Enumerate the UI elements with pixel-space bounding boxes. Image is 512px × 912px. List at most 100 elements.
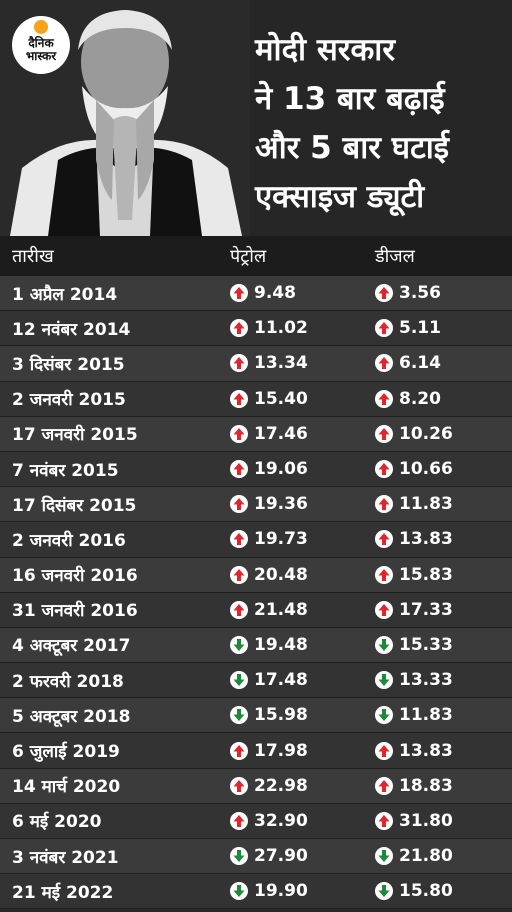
arrow-up-icon	[230, 600, 248, 619]
date-cell-value: 2 जनवरी 2015	[12, 390, 126, 411]
date-cell: 3 दिसंबर 2015	[0, 352, 230, 375]
table-row: 3 दिसंबर 2015 13.34 6.14	[0, 346, 512, 382]
table-row: 3 नवंबर 2021 27.90 21.80	[0, 839, 512, 875]
diesel-cell-value: 10.66	[399, 459, 453, 480]
sun-icon	[34, 20, 48, 34]
excise-duty-table: तारीख पेट्रोल डीजल 1 अप्रैल 2014 9.48 3.56…	[0, 236, 512, 910]
arrow-up-icon	[375, 460, 393, 479]
table-row: 2 फरवरी 2018 17.48 13.33	[0, 663, 512, 699]
diesel-cell: 13.83	[375, 529, 512, 549]
diesel-cell: 8.20	[375, 389, 512, 409]
petrol-cell-value: 9.48	[254, 283, 296, 304]
arrow-down-icon	[230, 847, 248, 866]
date-cell-value: 2 फरवरी 2018	[12, 671, 124, 692]
diesel-cell-value: 13.83	[399, 529, 453, 550]
petrol-cell: 19.06	[230, 459, 375, 479]
diesel-cell: 18.83	[375, 776, 512, 796]
arrow-up-icon	[375, 389, 393, 408]
petrol-cell: 27.90	[230, 846, 375, 866]
date-cell-value: 6 मई 2020	[12, 812, 102, 833]
petrol-cell-value: 27.90	[254, 846, 308, 867]
arrow-down-icon	[375, 635, 393, 654]
arrow-down-icon	[230, 671, 248, 690]
petrol-cell-value: 17.98	[254, 740, 308, 761]
diesel-cell: 21.80	[375, 846, 512, 866]
header-date: तारीख	[12, 246, 54, 267]
diesel-cell-value: 13.33	[399, 670, 453, 691]
petrol-cell-value: 13.34	[254, 353, 308, 374]
petrol-cell: 32.90	[230, 811, 375, 831]
headline-line: एक्साइज ड्यूटी	[255, 179, 425, 215]
date-cell: 21 मई 2022	[0, 880, 230, 903]
arrow-up-icon	[375, 776, 393, 795]
petrol-cell-value: 17.46	[254, 423, 308, 444]
petrol-cell-value: 19.73	[254, 529, 308, 550]
petrol-cell: 19.36	[230, 494, 375, 514]
petrol-cell-value: 17.48	[254, 670, 308, 691]
date-cell: 16 जनवरी 2016	[0, 563, 230, 586]
date-cell: 3 नवंबर 2021	[0, 845, 230, 868]
date-cell: 31 जनवरी 2016	[0, 598, 230, 621]
petrol-cell: 19.90	[230, 881, 375, 901]
date-cell: 4 अक्टूबर 2017	[0, 633, 230, 656]
arrow-down-icon	[375, 671, 393, 690]
table-row: 14 मार्च 2020 22.98 18.83	[0, 768, 512, 804]
date-cell: 6 मई 2020	[0, 809, 230, 832]
arrow-up-icon	[375, 284, 393, 303]
diesel-cell-value: 15.83	[399, 564, 453, 585]
arrow-down-icon	[375, 706, 393, 725]
petrol-cell: 17.48	[230, 670, 375, 690]
table-row: 4 अक्टूबर 2017 19.48 15.33	[0, 627, 512, 664]
diesel-cell: 3.56	[375, 283, 512, 303]
arrow-up-icon	[230, 460, 248, 479]
date-cell-value: 7 नवंबर 2015	[12, 460, 119, 481]
arrow-up-icon	[230, 811, 248, 830]
arrow-down-icon	[230, 635, 248, 654]
diesel-cell: 10.26	[375, 424, 512, 444]
arrow-up-icon	[375, 565, 393, 584]
petrol-cell-value: 32.90	[254, 810, 308, 831]
table-row: 7 नवंबर 2015 19.06 10.66	[0, 451, 512, 488]
dainik-bhaskar-logo: दैनिक भास्कर	[12, 16, 70, 74]
diesel-cell: 11.83	[375, 705, 512, 725]
petrol-cell-value: 11.02	[254, 318, 308, 339]
petrol-cell: 21.48	[230, 600, 375, 620]
arrow-up-icon	[375, 600, 393, 619]
date-cell-value: 12 नवंबर 2014	[12, 319, 131, 340]
date-cell-value: 6 जुलाई 2019	[12, 742, 120, 763]
petrol-cell: 11.02	[230, 318, 375, 338]
arrow-up-icon	[375, 424, 393, 443]
diesel-cell: 13.33	[375, 670, 512, 690]
date-cell: 6 जुलाई 2019	[0, 739, 230, 762]
diesel-cell-value: 10.26	[399, 423, 453, 444]
diesel-cell: 6.14	[375, 353, 512, 373]
petrol-cell-value: 19.48	[254, 634, 308, 655]
table-row: 6 जुलाई 2019 17.98 13.83	[0, 733, 512, 769]
date-cell-value: 31 जनवरी 2016	[12, 601, 138, 622]
petrol-cell-value: 20.48	[254, 564, 308, 585]
date-cell: 12 नवंबर 2014	[0, 317, 230, 340]
table-row: 31 जनवरी 2016 21.48 17.33	[0, 592, 512, 628]
date-cell: 2 जनवरी 2016	[0, 528, 230, 551]
headline-line: मोदी सरकार	[255, 32, 396, 68]
table-row: 21 मई 2022 19.90 15.80	[0, 874, 512, 910]
diesel-cell-value: 31.80	[399, 810, 453, 831]
date-cell-value: 16 जनवरी 2016	[12, 566, 138, 587]
diesel-cell-value: 15.80	[399, 881, 453, 902]
petrol-cell: 9.48	[230, 283, 375, 303]
diesel-cell-value: 15.33	[399, 634, 453, 655]
diesel-cell-value: 11.83	[399, 705, 453, 726]
table-header: तारीख पेट्रोल डीजल	[0, 236, 512, 276]
table-body: 1 अप्रैल 2014 9.48 3.56 12 नवंबर 2014 11.02 5…	[0, 276, 512, 910]
table-row: 2 जनवरी 2016 19.73 13.83	[0, 522, 512, 558]
header-banner: दैनिक भास्कर मोदी सरकार ने 13 बार बढ़ाई …	[0, 0, 512, 236]
date-cell-value: 4 अक्टूबर 2017	[12, 636, 131, 657]
arrow-up-icon	[230, 389, 248, 408]
date-cell-value: 14 मार्च 2020	[12, 777, 121, 798]
arrow-up-icon	[230, 495, 248, 514]
diesel-cell: 13.83	[375, 741, 512, 761]
date-cell: 2 फरवरी 2018	[0, 669, 230, 692]
arrow-down-icon	[230, 706, 248, 725]
arrow-up-icon	[230, 284, 248, 303]
date-cell-value: 1 अप्रैल 2014	[12, 284, 118, 305]
